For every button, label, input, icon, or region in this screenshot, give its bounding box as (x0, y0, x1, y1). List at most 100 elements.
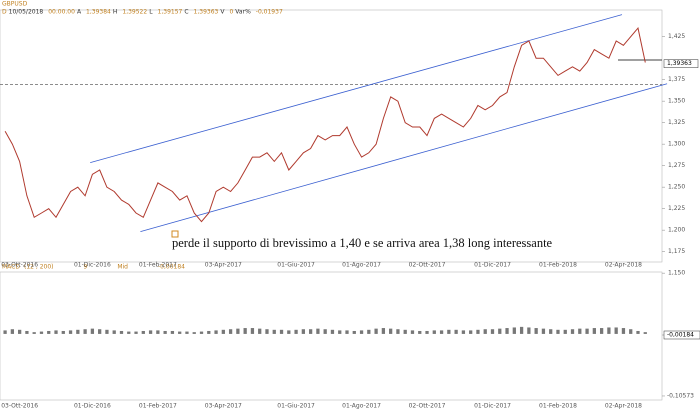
x-tick-label: 01-Ago-2017 (342, 262, 381, 269)
x-tick-label: 03-Apr-2017 (205, 403, 242, 410)
histogram-bar (272, 329, 276, 334)
histogram-bar (228, 329, 233, 334)
histogram-bar (243, 328, 247, 334)
histogram-bar (614, 327, 618, 334)
histogram-bar (214, 330, 218, 334)
histogram-bar (621, 328, 626, 334)
histogram-bar (367, 329, 371, 334)
histogram-bar (527, 327, 531, 334)
value-box (663, 330, 700, 340)
histogram-bar (68, 330, 73, 334)
y-tick-label: 1,375 (668, 76, 685, 83)
histogram-bar (163, 330, 167, 334)
histogram-bar (148, 330, 153, 334)
macd-header: (12 , 200) 9 Mid -0,00184 (24, 264, 185, 271)
histogram-bar (374, 328, 378, 334)
trendline (140, 83, 668, 233)
x-tick-label: 01-Feb-2018 (539, 262, 577, 269)
header-item: V (220, 9, 225, 16)
histogram-bar (287, 330, 291, 334)
symbol: GBPUSD (2, 1, 28, 8)
header-item: 0 (229, 9, 233, 16)
histogram-bar (534, 328, 538, 334)
histogram-bar (403, 329, 407, 334)
x-tick-label: 03-Ott-2016 (1, 262, 38, 269)
y-tick-label: 1,250 (668, 184, 685, 191)
histogram-bar (483, 329, 487, 334)
y-tick-label: 1,225 (668, 205, 685, 212)
histogram-bar (105, 329, 109, 334)
header-item: 1,39363 (194, 9, 219, 16)
histogram-bar (207, 330, 211, 334)
histogram-bar (330, 329, 335, 334)
histogram-bar (308, 329, 313, 334)
x-tick-label: 01-Feb-2017 (139, 403, 177, 410)
histogram-bar (592, 328, 596, 334)
histogram-bar (47, 330, 51, 334)
histogram-bar (258, 328, 262, 334)
histogram-bar (570, 329, 575, 334)
histogram-bar (410, 330, 415, 334)
header-item: 00.00.00 (48, 9, 75, 16)
histogram-bar (359, 330, 364, 334)
histogram-bar (439, 330, 444, 334)
histogram-bar (25, 330, 29, 334)
histogram-bar (199, 331, 204, 334)
histogram-bar (505, 328, 509, 334)
header-item: A (77, 9, 82, 16)
header-item: 1,39384 (86, 9, 111, 16)
macd-panel (0, 271, 663, 401)
header-item: Var% (235, 9, 251, 16)
last-price-label: 1,39363 (667, 60, 692, 67)
histogram-bar (18, 329, 22, 334)
header-item: D (2, 9, 7, 16)
histogram-bar (250, 328, 255, 334)
histogram-bar (316, 328, 320, 334)
last-price-box (663, 59, 699, 68)
y-tick-label: -0,00184 (667, 331, 694, 338)
x-tick-label: 01-Ago-2017 (342, 403, 381, 410)
histogram-bar (185, 331, 189, 334)
header-item: 1,39157 (158, 9, 183, 16)
histogram-bar (279, 329, 284, 334)
x-tick-label: 01-Giu-2017 (277, 262, 315, 269)
histogram-bar (119, 330, 124, 334)
histogram-bar (39, 331, 44, 334)
header-item: H (113, 9, 118, 16)
y-tick-label: 1,325 (668, 119, 685, 126)
histogram-bar (519, 326, 524, 334)
histogram-bar (170, 330, 175, 334)
macd-param: Mid (117, 264, 128, 271)
histogram-bar (178, 331, 182, 334)
histogram-bar (3, 330, 7, 334)
histogram-bar (338, 330, 342, 334)
y-tick-label: 1,300 (668, 141, 685, 148)
histogram-bar (469, 330, 473, 334)
histogram-bar (345, 330, 349, 334)
header-item: L (149, 9, 153, 16)
header-item: -0,01937 (256, 9, 283, 16)
histogram-bar (76, 329, 80, 334)
histogram-bar (127, 331, 131, 334)
x-tick-label: 01-Dic-2016 (74, 403, 111, 410)
histogram-bar (301, 329, 305, 334)
y-tick-label: 1,150 (668, 270, 685, 277)
x-tick-label: 01-Dic-2017 (474, 403, 511, 410)
histogram-bar (294, 329, 298, 334)
annotation: perde il supporto di brevissimo a 1,40 e… (172, 236, 553, 250)
histogram-bar (490, 329, 495, 334)
histogram-bar (54, 330, 58, 334)
histogram-bar (578, 328, 582, 334)
histogram-bar (599, 328, 604, 334)
histogram-bar (323, 329, 327, 334)
histogram-bar (352, 330, 356, 334)
header: D 10/05/2018 00.00.00 A 1,39384 H 1,39522 L 1,39… (2, 9, 283, 16)
histogram-bar (83, 329, 87, 334)
y-tick-label: 1,350 (668, 98, 685, 105)
x-tick-label: 01-Giu-2017 (277, 403, 315, 410)
histogram-bar (61, 330, 65, 334)
price-line (4, 27, 646, 223)
histogram-bar (134, 331, 138, 334)
histogram-bar (90, 328, 95, 334)
